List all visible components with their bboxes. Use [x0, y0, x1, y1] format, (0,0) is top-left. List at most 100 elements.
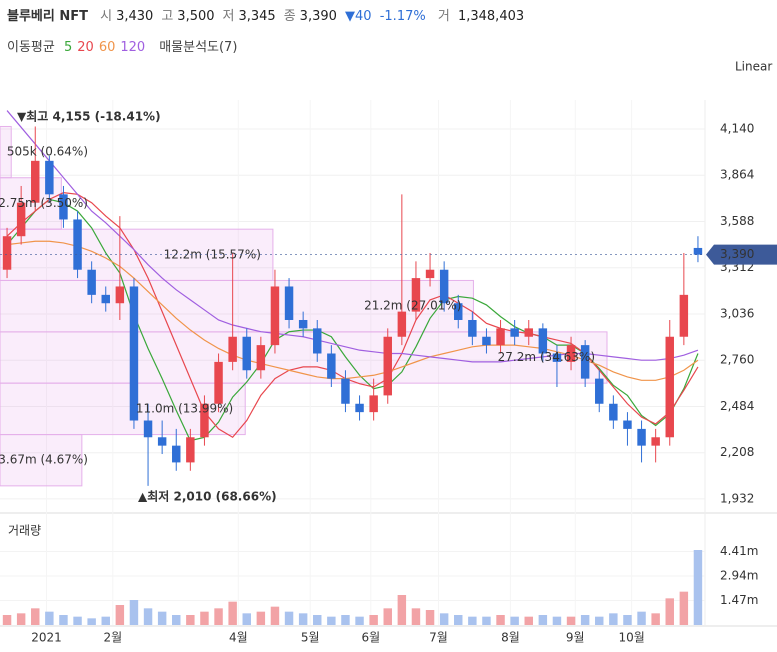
volume-bar — [45, 611, 54, 625]
ma-label: 이동평균 — [7, 40, 55, 55]
volume-bar — [439, 613, 449, 625]
volume-bar — [693, 550, 703, 625]
volume-bar — [411, 608, 421, 625]
volume-bar — [552, 616, 562, 625]
profile-label: 27.2m (34.63%) — [498, 350, 595, 364]
candle-body — [524, 328, 533, 337]
volume-bar — [355, 616, 364, 625]
profile-label: 21.2m (27.01%) — [364, 299, 461, 313]
ticker-name: 블루베리 NFT — [7, 8, 88, 24]
candle-body — [566, 345, 576, 362]
volume-bar — [510, 616, 519, 625]
header-value: 1,348,403 — [458, 9, 524, 24]
x-tick-label: 5월 — [301, 631, 320, 645]
candle-body — [31, 160, 40, 203]
volume-bar — [341, 615, 350, 625]
candle-body — [214, 361, 223, 404]
candle-body — [45, 160, 54, 195]
volume-bar — [397, 595, 407, 625]
y-tick-label: 2,760 — [720, 353, 754, 367]
volume-bar — [115, 605, 125, 625]
y-tick-label: 4,140 — [720, 121, 754, 135]
last-price-tag — [706, 244, 777, 265]
volume-bar — [2, 615, 12, 625]
volume-bar — [172, 615, 181, 625]
volume-bar — [87, 618, 96, 625]
volume-bar — [665, 598, 674, 625]
candle-body — [270, 286, 280, 346]
profile-label: 3.67m (4.67%) — [0, 453, 88, 467]
profile-label: 2.75m (3.50%) — [0, 196, 88, 210]
volume-bar — [623, 615, 632, 625]
volume-bar — [595, 616, 604, 625]
candle-body — [284, 286, 294, 320]
profile-label: 12.2m (15.57%) — [164, 247, 261, 261]
candle-body — [101, 294, 110, 304]
candle-body — [482, 336, 491, 346]
profile-box — [0, 331, 608, 384]
candle-body — [468, 319, 477, 337]
header-value: 3,390 — [300, 9, 337, 24]
legend: 이동평균 5 20 60 120 매물분석도(7) — [7, 40, 237, 55]
candle-body — [595, 378, 604, 404]
candle-body — [327, 353, 336, 379]
volume-bar — [129, 600, 139, 625]
max-annotation: ▼최고 4,155 (-18.41%) — [17, 109, 161, 124]
volume-bar — [31, 608, 40, 625]
candle-body — [157, 437, 167, 446]
x-tick-label: 8월 — [501, 631, 520, 645]
header-key: 종 — [284, 9, 296, 24]
volume-bar — [214, 608, 223, 625]
volume-bar — [228, 601, 237, 625]
volume-bar — [157, 611, 167, 625]
candle-body — [439, 269, 449, 304]
candle-body — [73, 219, 82, 270]
candle-body — [16, 202, 26, 237]
profile-label: 11.0m (13.99%) — [136, 401, 233, 415]
y-tick-label: 3,588 — [720, 214, 754, 228]
volume-bar — [679, 591, 689, 625]
volume-bar — [327, 616, 336, 625]
volume-bar — [566, 616, 576, 625]
header-value: 3,430 — [116, 9, 153, 24]
candle-body — [510, 328, 519, 337]
profile-box — [0, 279, 474, 333]
x-tick-label: 9월 — [566, 631, 585, 645]
volume-bar — [59, 615, 68, 625]
legend-entry: 매물분석도(7) — [159, 40, 237, 55]
volume-bar — [496, 615, 505, 625]
candle-body — [651, 437, 660, 446]
profile-box — [0, 434, 83, 487]
x-tick-label: 4월 — [229, 631, 248, 645]
candle-body — [87, 269, 96, 295]
candle-body — [186, 437, 195, 463]
y-tick-label: 2,484 — [720, 399, 754, 413]
candle-body — [609, 403, 618, 421]
y-tick-label: 1,932 — [720, 491, 754, 505]
scale-label[interactable]: Linear — [735, 60, 772, 74]
candle-body — [665, 336, 674, 438]
y-tick-label: 1.47m — [720, 593, 758, 607]
profile-box — [0, 125, 12, 179]
volume-bar — [143, 608, 153, 625]
volume-bar — [200, 611, 209, 625]
candle-body — [679, 294, 689, 337]
candle-body — [637, 428, 646, 446]
candle-body — [397, 311, 407, 337]
candle-body — [313, 328, 322, 354]
volume-bar — [468, 616, 477, 625]
change-pct: -1.17% — [380, 9, 426, 24]
change: ▼40 — [345, 9, 372, 24]
candle-body — [228, 336, 237, 362]
volume-bar — [256, 611, 266, 625]
y-tick-label: 3,036 — [720, 306, 754, 320]
header-value: 3,345 — [238, 9, 275, 24]
legend-entry: 20 — [77, 40, 94, 55]
candle-body — [143, 420, 153, 438]
volume-bar — [524, 616, 533, 625]
x-tick-label: 2021 — [31, 631, 62, 645]
candle-body — [496, 328, 505, 346]
volume-bar — [101, 616, 110, 625]
volume-bar — [186, 615, 195, 625]
volume-bar — [298, 613, 308, 625]
